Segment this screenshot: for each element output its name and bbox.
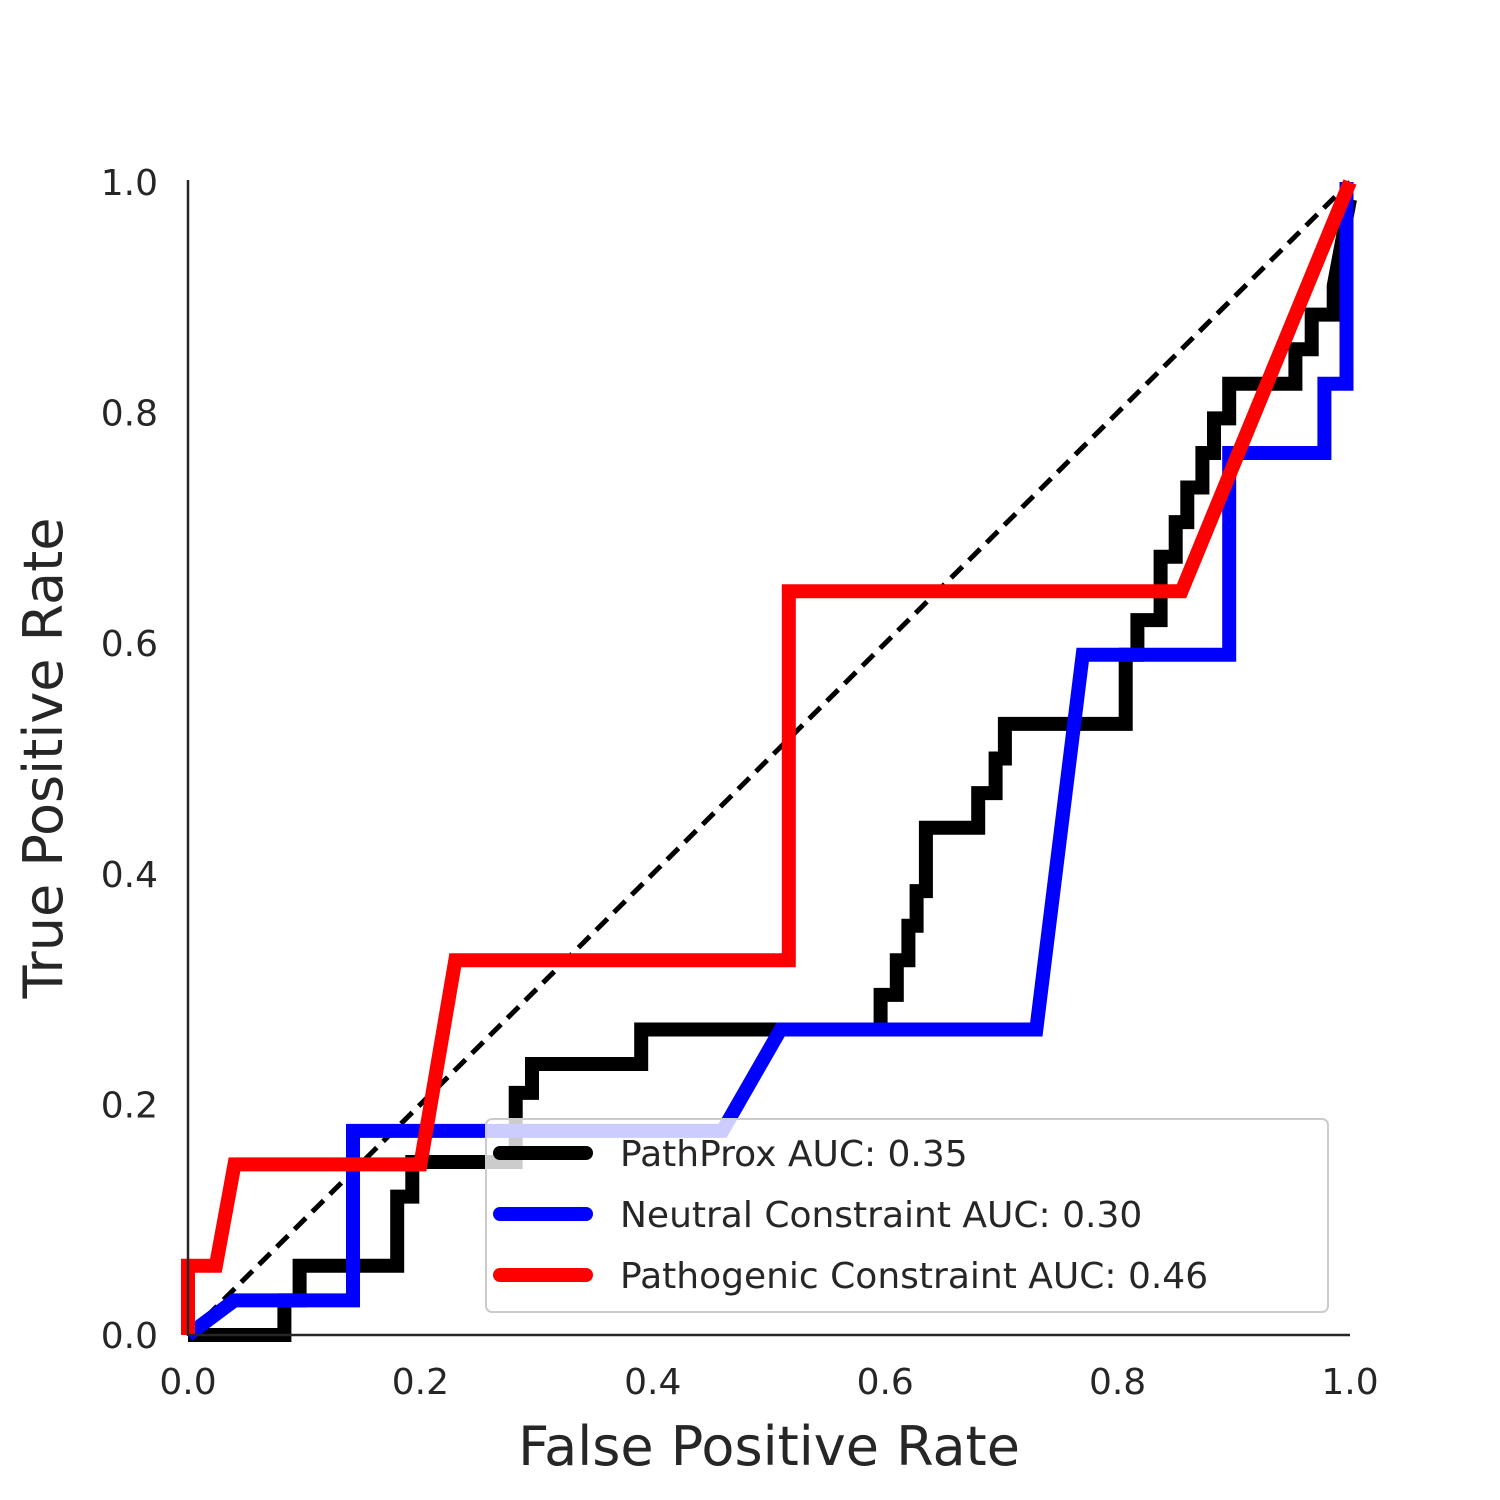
y-tick-label: 0.0 — [101, 1316, 158, 1357]
x-axis-title: False Positive Rate — [518, 1415, 1020, 1478]
y-tick-label: 0.4 — [101, 855, 158, 896]
x-axis-ticks: 0.0 0.2 0.4 0.6 0.8 1.0 — [159, 1362, 1378, 1403]
x-tick-label: 0.0 — [159, 1362, 216, 1403]
x-tick-label: 0.2 — [392, 1362, 449, 1403]
y-tick-label: 0.8 — [101, 394, 158, 435]
legend: PathProx AUC: 0.35 Neutral Constraint AUC… — [485, 1118, 1329, 1313]
y-tick-label: 0.2 — [101, 1085, 158, 1126]
legend-label-pathprox: PathProx AUC: 0.35 — [620, 1134, 968, 1175]
roc-line-pathogenic-constraint — [181, 179, 1357, 1335]
x-tick-label: 1.0 — [1321, 1362, 1378, 1403]
y-axis-ticks: 0.0 0.2 0.4 0.6 0.8 1.0 — [101, 163, 158, 1357]
roc-line-neutral-constraint — [183, 182, 1354, 1341]
y-tick-label: 0.6 — [101, 624, 158, 665]
legend-box — [485, 1118, 1329, 1313]
chance-diagonal-line — [186, 180, 1352, 1337]
x-tick-label: 0.8 — [1089, 1362, 1146, 1403]
x-tick-label: 0.6 — [857, 1362, 914, 1403]
legend-label-neutral-constraint: Neutral Constraint AUC: 0.30 — [620, 1195, 1142, 1236]
y-axis-title: True Positive Rate — [12, 517, 75, 999]
y-tick-label: 1.0 — [101, 163, 158, 204]
x-tick-label: 0.4 — [624, 1362, 681, 1403]
legend-label-pathogenic-constraint: Pathogenic Constraint AUC: 0.46 — [620, 1256, 1208, 1297]
